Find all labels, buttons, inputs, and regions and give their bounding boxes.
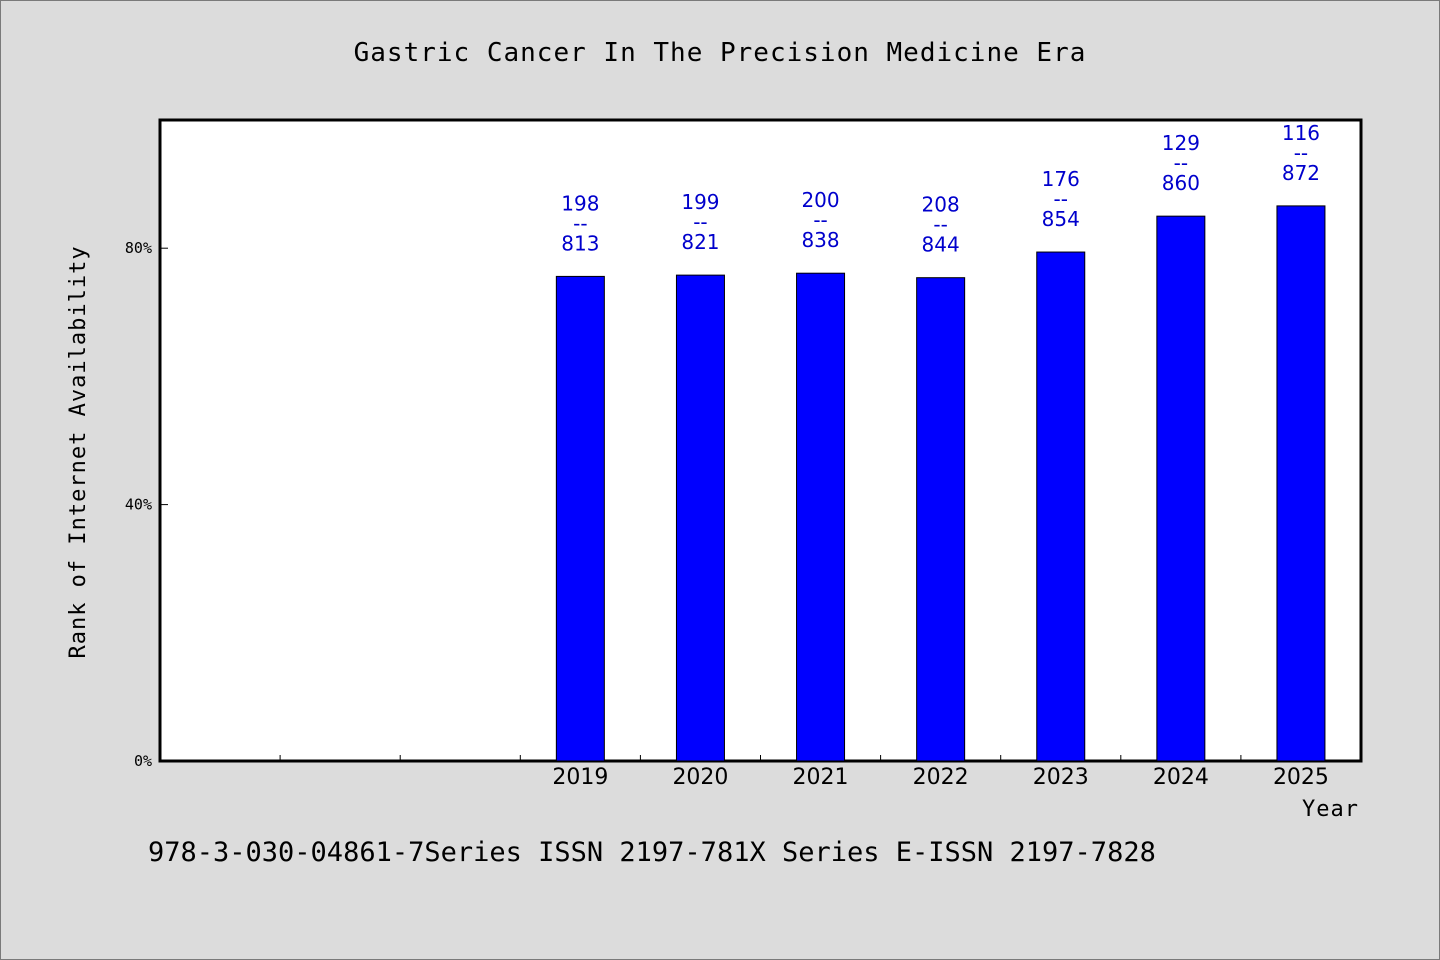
chart-title: Gastric Cancer In The Precision Medicine…	[354, 38, 1087, 68]
y-axis-title: Rank of Internet Availability	[66, 245, 91, 658]
bar-label-separator: --	[1174, 151, 1188, 175]
bar-label-bottom: 813	[561, 231, 599, 255]
footer-text: 978-3-030-04861-7Series ISSN 2197-781X S…	[148, 837, 1156, 868]
bar	[1036, 251, 1086, 762]
bar-label-top: 198	[561, 191, 599, 215]
bar-label-top: 199	[681, 190, 719, 214]
bar	[796, 272, 846, 762]
bar-label-separator: --	[1054, 187, 1068, 211]
y-tick-label: 80%	[125, 239, 152, 257]
x-tick-label: 2022	[913, 765, 969, 790]
bar-label-bottom: 854	[1042, 207, 1080, 231]
bar-label-top: 116	[1282, 121, 1320, 145]
bar	[1156, 215, 1206, 762]
x-tick-label: 2021	[793, 765, 849, 790]
bar-label-bottom: 844	[922, 233, 960, 257]
bar	[1276, 205, 1326, 762]
bar-label-separator: --	[813, 208, 827, 232]
bar-label-bottom: 838	[801, 228, 839, 252]
x-tick-label: 2025	[1273, 765, 1329, 790]
data-labels: 198--813199--821200--838208--844176--854…	[561, 121, 1320, 257]
bar	[916, 277, 966, 762]
bar-label-bottom: 872	[1282, 161, 1320, 185]
bar	[675, 274, 725, 762]
bar-label-top: 200	[801, 188, 839, 212]
bar-label-separator: --	[933, 213, 947, 237]
bar-label-separator: --	[573, 211, 587, 235]
bar-label-top: 208	[922, 193, 960, 217]
x-tick-label: 2023	[1033, 765, 1089, 790]
x-axis: 2019 2020 2021 2022 2023 2024 2025	[279, 755, 1329, 790]
bar-label-top: 129	[1162, 131, 1200, 155]
bar-label-bottom: 821	[681, 230, 719, 254]
y-tick-label: 40%	[125, 496, 152, 514]
bar-label-separator: --	[693, 210, 707, 234]
bar-label-bottom: 860	[1162, 171, 1200, 195]
y-axis: 0% 40% 80%	[125, 239, 168, 770]
x-tick-label: 2020	[672, 765, 728, 790]
bar-label-separator: --	[1294, 141, 1308, 165]
x-tick-label: 2019	[552, 765, 608, 790]
bar-label-top: 176	[1042, 167, 1080, 191]
x-axis-title: Year	[1302, 797, 1359, 822]
y-tick-label: 0%	[134, 752, 152, 770]
x-tick-label: 2024	[1153, 765, 1209, 790]
bars	[555, 205, 1326, 762]
bar	[555, 275, 605, 762]
